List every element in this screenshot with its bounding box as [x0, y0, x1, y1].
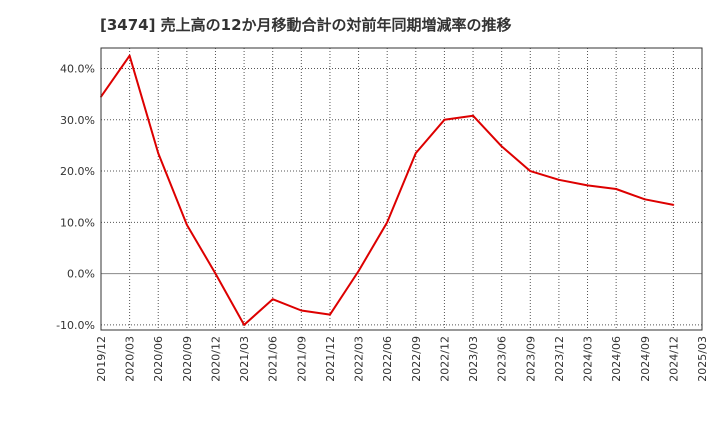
y-tick-label: 20.0%: [60, 165, 95, 178]
x-tick-label: 2023/03: [467, 336, 480, 382]
y-tick-label: 0.0%: [67, 268, 95, 281]
y-tick-label: 10.0%: [60, 216, 95, 229]
data-point: [615, 188, 618, 190]
x-tick-label: 2023/09: [524, 336, 537, 382]
data-point: [529, 170, 532, 172]
data-point: [243, 323, 245, 326]
data-point: [185, 223, 188, 226]
grid-layer: [101, 48, 702, 330]
x-tick-label: 2024/03: [582, 336, 595, 382]
x-tick-label: 2025/03: [696, 336, 709, 382]
data-point: [357, 270, 360, 272]
data-point: [586, 184, 589, 187]
x-tick-label: 2021/06: [267, 336, 280, 382]
x-tick-label: 2021/12: [324, 336, 337, 382]
data-point: [472, 114, 474, 117]
series-layer: [100, 54, 675, 326]
data-point: [300, 309, 303, 312]
x-tick-label: 2020/12: [209, 336, 222, 382]
data-point: [558, 178, 560, 181]
y-tick-label: -10.0%: [56, 319, 95, 332]
y-axis-ticks: -10.0% 0.0% 10.0% 20.0% 30.0% 40.0%: [56, 63, 95, 332]
x-tick-label: 2022/12: [438, 336, 451, 382]
x-tick-label: 2022/06: [381, 336, 394, 382]
x-tick-label: 2020/03: [124, 336, 137, 382]
data-point: [643, 198, 646, 201]
x-tick-label: 2023/12: [553, 336, 566, 382]
y-tick-label: 30.0%: [60, 114, 95, 127]
x-axis-ticks: 2019/12 2020/03 2020/06 2020/09 2020/12 2021/…: [95, 336, 709, 382]
x-tick-label: 2020/06: [152, 336, 165, 382]
x-tick-label: 2021/03: [238, 336, 251, 382]
x-tick-label: 2022/09: [410, 336, 423, 382]
data-point: [329, 313, 331, 316]
data-point: [271, 298, 274, 301]
data-point: [157, 152, 160, 155]
data-point: [214, 272, 217, 275]
chart-title: [3474] 売上高の12か月移動合計の対前年同期増減率の推移: [100, 16, 512, 34]
x-tick-label: 2019/12: [95, 336, 108, 382]
data-point: [443, 118, 446, 121]
data-point: [672, 203, 675, 206]
x-tick-label: 2022/03: [353, 336, 366, 382]
y-tick-label: 40.0%: [60, 63, 95, 76]
plot-area-frame: [100, 47, 703, 331]
x-tick-label: 2020/09: [181, 336, 194, 382]
x-tick-label: 2024/12: [667, 336, 680, 382]
data-point: [128, 54, 131, 57]
x-tick-label: 2024/06: [610, 336, 623, 382]
x-tick-label: 2023/06: [496, 336, 509, 382]
x-tick-label: 2024/09: [639, 336, 652, 382]
data-point: [414, 152, 417, 155]
data-point: [386, 221, 389, 224]
x-tick-label: 2021/09: [295, 336, 308, 382]
data-point: [500, 145, 503, 148]
